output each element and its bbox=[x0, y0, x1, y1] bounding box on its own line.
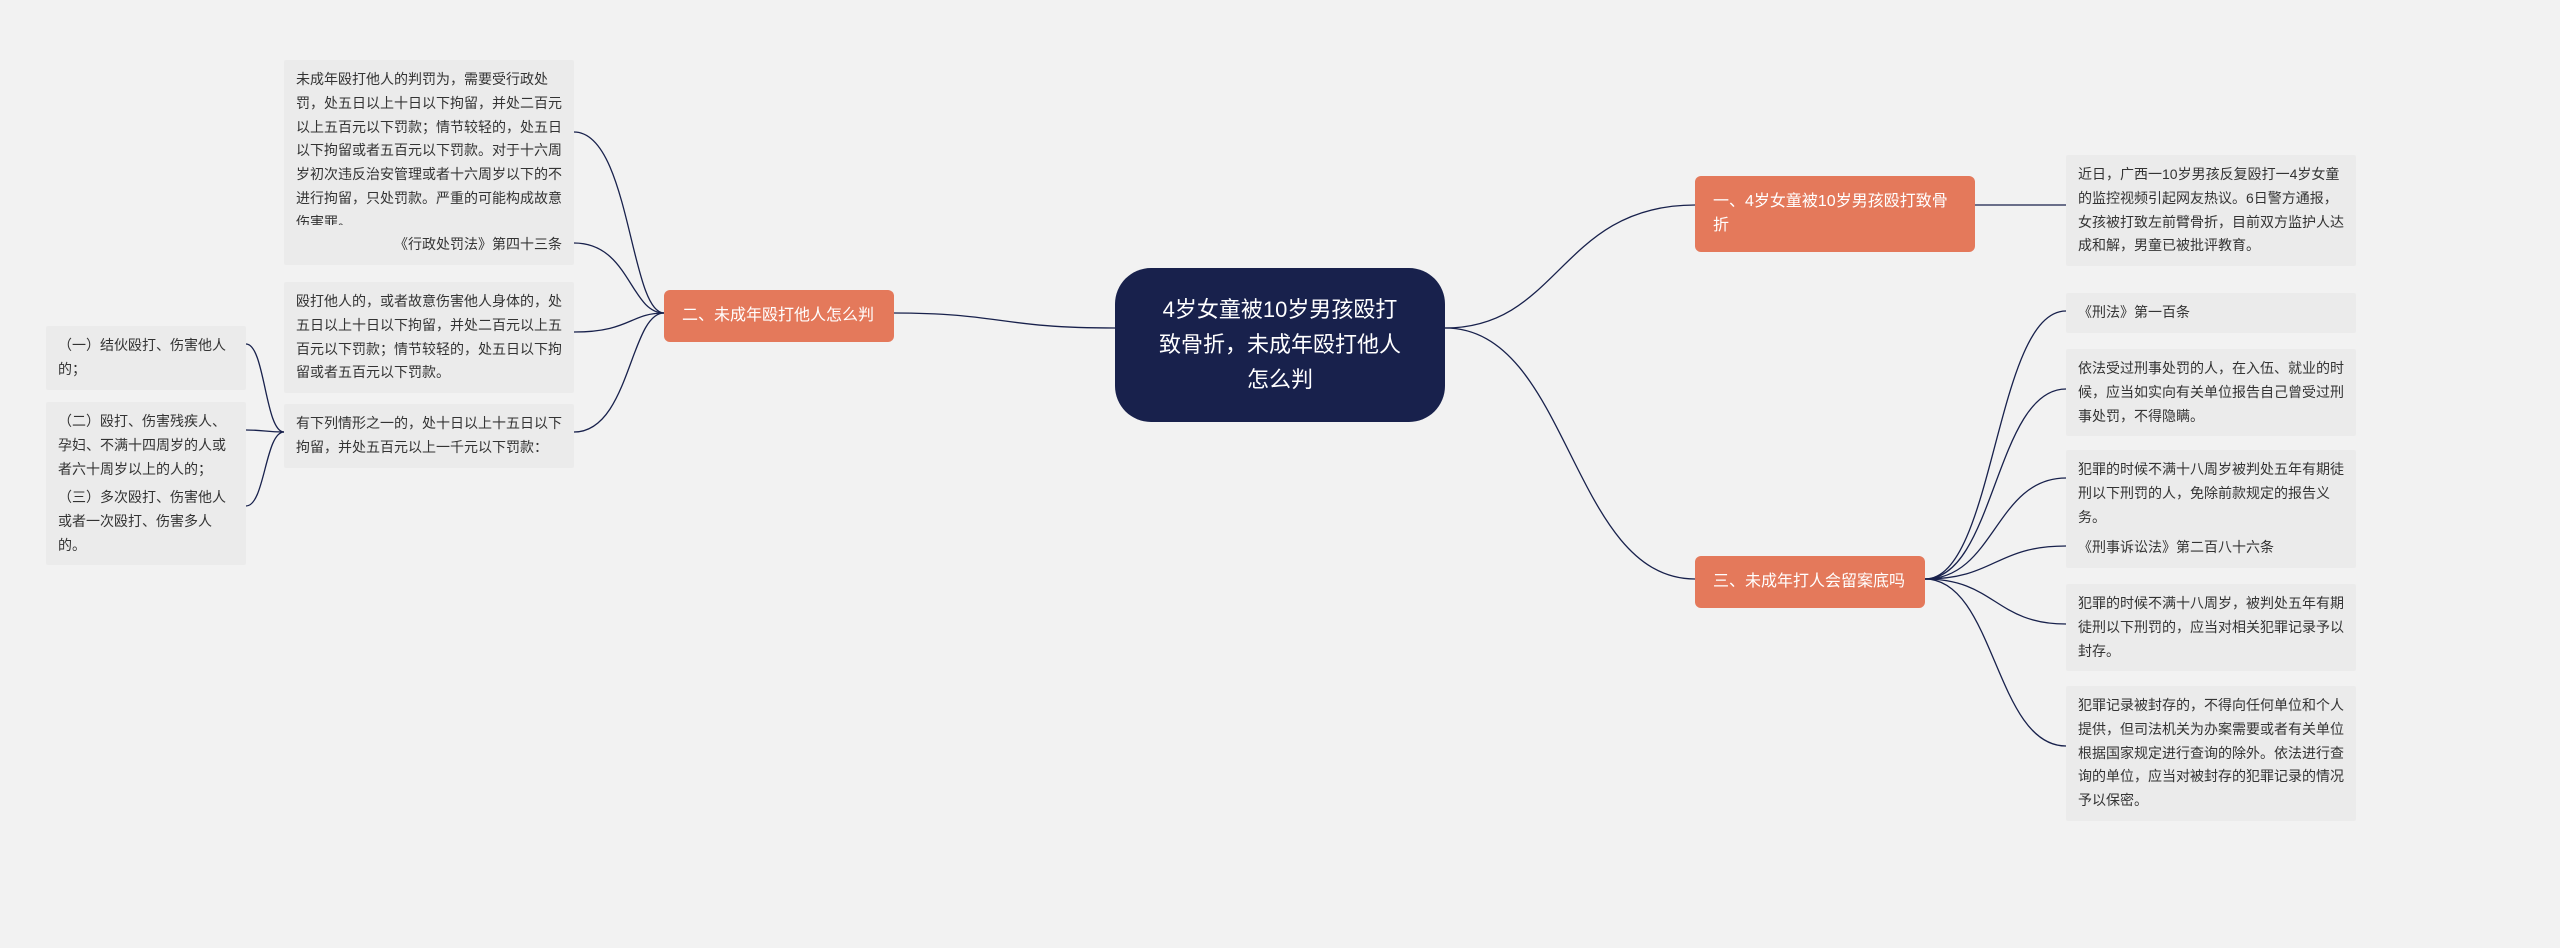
branch-3-leaf-3: 犯罪的时候不满十八周岁被判处五年有期徒刑以下刑罚的人，免除前款规定的报告义务。 bbox=[2066, 450, 2356, 537]
mindmap-canvas: 4岁女童被10岁男孩殴打致骨折，未成年殴打他人怎么判 一、4岁女童被10岁男孩殴… bbox=[0, 0, 2560, 948]
branch-3-leaf-5: 犯罪的时候不满十八周岁，被判处五年有期徒刑以下刑罚的，应当对相关犯罪记录予以封存… bbox=[2066, 584, 2356, 671]
branch-2-leaf-3: 殴打他人的，或者故意伤害他人身体的，处五日以上十日以下拘留，并处二百元以上五百元… bbox=[284, 282, 574, 393]
branch-1-leaf-1: 近日，广西一10岁男孩反复殴打一4岁女童的监控视频引起网友热议。6日警方通报，女… bbox=[2066, 155, 2356, 266]
branch-3-leaf-6: 犯罪记录被封存的，不得向任何单位和个人提供，但司法机关为办案需要或者有关单位根据… bbox=[2066, 686, 2356, 821]
branch-3-leaf-4: 《刑事诉讼法》第二百八十六条 bbox=[2066, 528, 2356, 568]
branch-2-leaf-4-sub-2: （二）殴打、伤害残疾人、孕妇、不满十四周岁的人或者六十周岁以上的人的； bbox=[46, 402, 246, 489]
branch-2-leaf-4: 有下列情形之一的，处十日以上十五日以下拘留，并处五百元以上一千元以下罚款： bbox=[284, 404, 574, 468]
branch-3-leaf-1: 《刑法》第一百条 bbox=[2066, 293, 2356, 333]
branch-3-leaf-2: 依法受过刑事处罚的人，在入伍、就业的时候，应当如实向有关单位报告自己曾受过刑事处… bbox=[2066, 349, 2356, 436]
branch-2: 二、未成年殴打他人怎么判 bbox=[664, 290, 894, 342]
branch-2-leaf-4-sub-1: （一）结伙殴打、伤害他人的； bbox=[46, 326, 246, 390]
branch-2-leaf-1: 未成年殴打他人的判罚为，需要受行政处罚，处五日以上十日以下拘留，并处二百元以上五… bbox=[284, 60, 574, 243]
branch-2-leaf-4-sub-3: （三）多次殴打、伤害他人或者一次殴打、伤害多人的。 bbox=[46, 478, 246, 565]
branch-2-leaf-2: 《行政处罚法》第四十三条 bbox=[284, 225, 574, 265]
root-node: 4岁女童被10岁男孩殴打致骨折，未成年殴打他人怎么判 bbox=[1115, 268, 1445, 422]
branch-1: 一、4岁女童被10岁男孩殴打致骨折 bbox=[1695, 176, 1975, 252]
branch-3: 三、未成年打人会留案底吗 bbox=[1695, 556, 1925, 608]
